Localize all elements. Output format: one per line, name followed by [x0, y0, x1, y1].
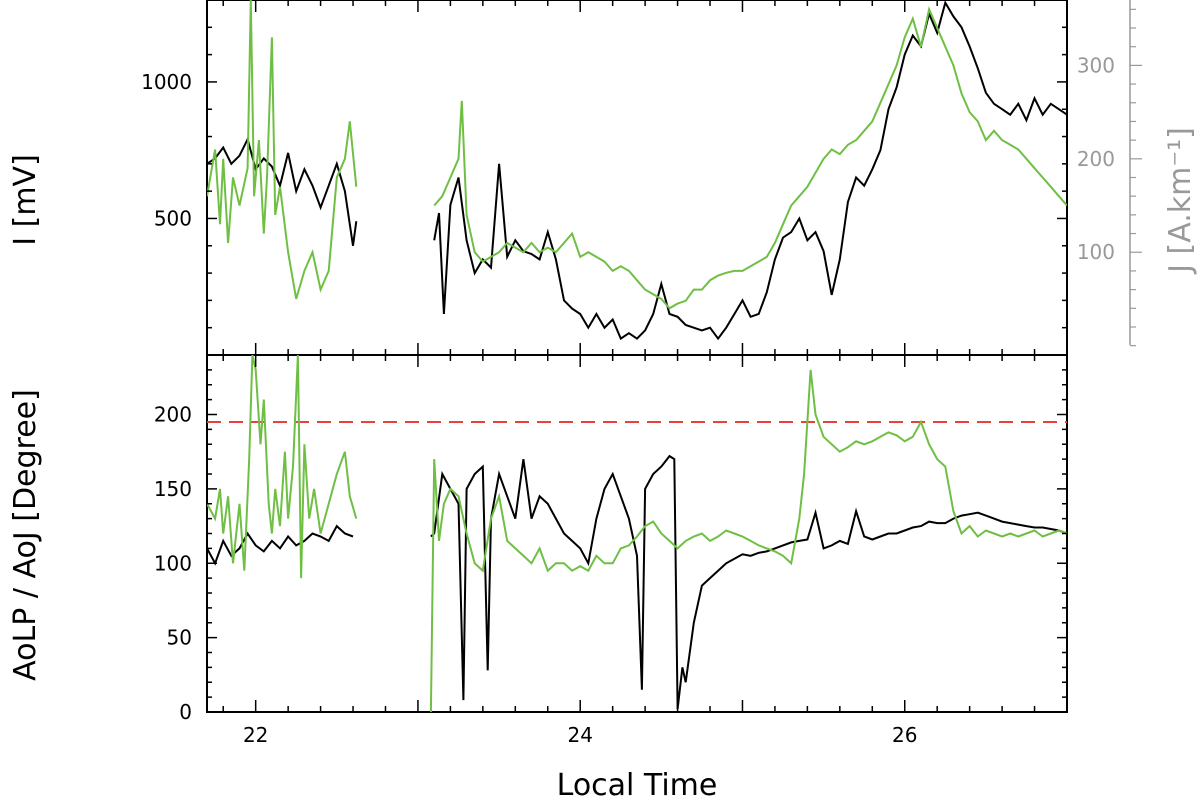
bottom-ytick-label: 200 — [154, 403, 192, 427]
j-tick-label: 200 — [1077, 147, 1115, 171]
bottom-series-0-segment-1 — [430, 454, 1067, 710]
top-series-0-segment-0 — [207, 136, 358, 246]
xtick-label: 26 — [892, 723, 917, 747]
bottom-ytick-label: 100 — [154, 551, 192, 575]
bottom-y-axis-title: AoLP / AoJ [Degree] — [8, 389, 43, 681]
xtick-label: 22 — [243, 723, 268, 747]
right-y-axis-title: J [A.km⁻¹] — [1163, 127, 1198, 275]
j-tick-label: 300 — [1077, 53, 1115, 77]
xtick-label: 24 — [567, 723, 592, 747]
top-series-1-segment-0 — [207, 0, 358, 300]
bottom-ytick-label: 0 — [179, 700, 192, 724]
bottom-ytick-label: 150 — [154, 477, 192, 501]
j-tick-label: 100 — [1077, 240, 1115, 264]
bottom-panel-frame — [206, 354, 1068, 713]
bottom-series-1-segment-0 — [207, 355, 358, 579]
bottom-series-1-segment-1 — [429, 369, 1067, 712]
top-ytick-label: 500 — [154, 206, 192, 230]
top-y-axis-title: I [mV] — [8, 154, 43, 246]
top-ytick-label: 1000 — [141, 70, 192, 94]
bottom-ytick-label: 50 — [167, 626, 192, 650]
top-series-0-segment-1 — [433, 0, 1067, 341]
top-series-1-segment-1 — [433, 6, 1067, 310]
x-axis-title: Local Time — [557, 768, 718, 800]
bottom-series-0-segment-0 — [207, 524, 354, 566]
